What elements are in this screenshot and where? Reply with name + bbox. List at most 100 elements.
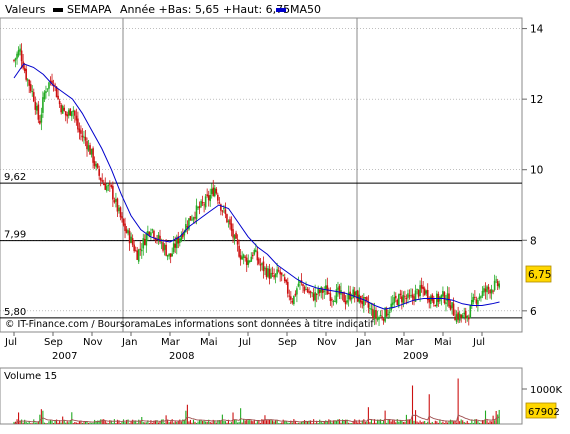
candle-body bbox=[177, 236, 180, 244]
volume-ma-line bbox=[13, 414, 500, 425]
price-y-axis: 14 12 10 8 6 bbox=[522, 24, 544, 318]
candle-body bbox=[122, 218, 125, 226]
y-tick-label: 6 bbox=[530, 306, 537, 318]
candle-body bbox=[200, 201, 202, 207]
candle-body bbox=[235, 232, 237, 239]
candle-body bbox=[78, 128, 81, 133]
candle-body bbox=[204, 196, 207, 208]
candle-body bbox=[454, 316, 456, 321]
candle-body bbox=[277, 270, 280, 272]
candle-body bbox=[388, 311, 391, 313]
candle-body bbox=[87, 145, 90, 151]
candle-body bbox=[375, 310, 377, 319]
candle-body bbox=[373, 310, 376, 320]
candle-body bbox=[17, 50, 20, 56]
candle-body bbox=[306, 288, 309, 292]
candle-body bbox=[81, 135, 84, 138]
candle-body bbox=[203, 204, 205, 206]
candle-body bbox=[40, 114, 43, 123]
candle-body bbox=[439, 296, 441, 302]
candle-body bbox=[478, 296, 481, 299]
candle-body bbox=[480, 296, 482, 298]
candle-body bbox=[66, 114, 69, 117]
candle-body bbox=[274, 273, 277, 278]
candle-body bbox=[325, 285, 327, 290]
candle-body bbox=[487, 286, 490, 290]
candle-body bbox=[449, 305, 452, 310]
candle-body bbox=[57, 95, 59, 100]
candle-body bbox=[215, 188, 218, 194]
candle-body bbox=[148, 232, 151, 235]
volume-plot-area bbox=[0, 367, 523, 425]
candle-body bbox=[188, 218, 190, 230]
candle-body bbox=[107, 185, 110, 187]
candle-body bbox=[366, 297, 368, 301]
candle-body bbox=[206, 194, 208, 197]
candle-body bbox=[390, 303, 393, 311]
candle-body bbox=[434, 304, 437, 307]
candle-body bbox=[402, 294, 405, 305]
candle-body bbox=[125, 229, 128, 233]
candle-body bbox=[280, 272, 283, 275]
candle-body bbox=[422, 286, 424, 290]
candle-body bbox=[452, 303, 455, 316]
candle-body bbox=[464, 310, 467, 318]
candle-body bbox=[302, 284, 304, 287]
candle-body bbox=[443, 292, 446, 304]
candle-body bbox=[436, 293, 438, 307]
candle-body bbox=[171, 253, 173, 257]
candle-body bbox=[474, 296, 476, 298]
candle-body bbox=[207, 195, 210, 201]
candle-body bbox=[372, 309, 374, 318]
candle-body bbox=[16, 53, 18, 59]
candle-body bbox=[282, 275, 285, 277]
x-tick-label: Jul bbox=[238, 337, 251, 348]
candle-body bbox=[236, 239, 239, 245]
candle-body bbox=[446, 293, 449, 302]
candle-body bbox=[102, 182, 105, 186]
candle-body bbox=[293, 295, 295, 305]
candle-body bbox=[250, 256, 253, 262]
candle-body bbox=[262, 261, 265, 272]
candle-body bbox=[461, 315, 464, 318]
candle-body bbox=[315, 293, 318, 295]
candle-body bbox=[153, 230, 155, 238]
ma50-line bbox=[13, 63, 500, 310]
candle-body bbox=[217, 194, 219, 201]
candle-body bbox=[83, 136, 85, 138]
candle-body bbox=[387, 313, 389, 315]
candle-body bbox=[413, 296, 415, 301]
candle-body bbox=[175, 237, 178, 249]
candle-body bbox=[332, 301, 335, 303]
candle-body bbox=[34, 101, 37, 110]
candle-body bbox=[238, 245, 240, 257]
candle-body bbox=[189, 216, 192, 221]
candle-body bbox=[110, 184, 113, 187]
candle-body bbox=[410, 295, 412, 297]
candle-body bbox=[178, 238, 181, 243]
series-label: Valeurs bbox=[5, 3, 46, 16]
candle-body bbox=[467, 317, 470, 320]
candle-body bbox=[168, 253, 170, 256]
candle-body bbox=[160, 242, 163, 244]
candle-body bbox=[247, 260, 250, 265]
candle-body bbox=[256, 251, 259, 261]
candle-body bbox=[165, 244, 167, 256]
ma-legend-swatch bbox=[276, 8, 286, 12]
y-tick-label: 14 bbox=[530, 24, 544, 36]
candle-body bbox=[414, 290, 417, 302]
candle-body bbox=[157, 234, 160, 240]
candle-body bbox=[425, 290, 427, 294]
candle-body bbox=[253, 250, 256, 255]
candle-body bbox=[428, 298, 431, 303]
candle-body bbox=[19, 48, 21, 52]
candle-body bbox=[105, 186, 108, 191]
candle-body bbox=[457, 312, 459, 320]
candle-body bbox=[445, 302, 447, 304]
candle-body bbox=[131, 238, 134, 245]
candle-body bbox=[144, 238, 146, 245]
candle-body bbox=[251, 254, 254, 257]
candle-body bbox=[224, 209, 227, 215]
candle-body bbox=[393, 297, 396, 304]
